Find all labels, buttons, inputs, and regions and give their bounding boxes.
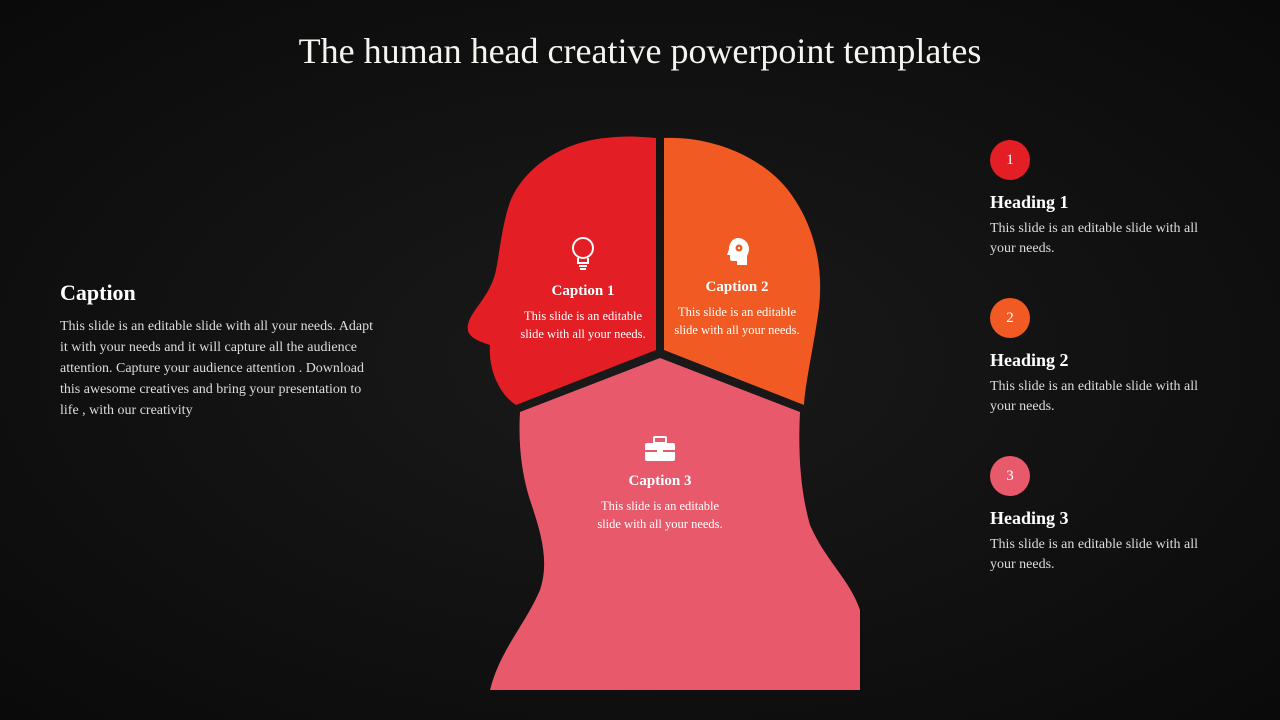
right-body-2: This slide is an editable slide with all… xyxy=(990,377,1220,416)
segment-1-title: Caption 1 xyxy=(518,283,648,300)
right-body-1: This slide is an editable slide with all… xyxy=(990,219,1220,258)
segment-1-content: Caption 1 This slide is an editable slid… xyxy=(518,235,648,343)
right-item-3: 3 Heading 3 This slide is an editable sl… xyxy=(990,456,1220,574)
segment-3-content: Caption 3 This slide is an editable slid… xyxy=(590,435,730,533)
right-list: 1 Heading 1 This slide is an editable sl… xyxy=(990,140,1220,615)
left-caption-block: Caption This slide is an editable slide … xyxy=(60,280,380,421)
right-item-2: 2 Heading 2 This slide is an editable sl… xyxy=(990,298,1220,416)
segment-2-title: Caption 2 xyxy=(672,279,802,296)
left-caption-heading: Caption xyxy=(60,280,380,306)
circle-badge-1: 1 xyxy=(990,140,1030,180)
circle-badge-2: 2 xyxy=(990,298,1030,338)
head-svg xyxy=(430,130,860,690)
right-body-3: This slide is an editable slide with all… xyxy=(990,535,1220,574)
circle-badge-3: 3 xyxy=(990,456,1030,496)
head-gears-icon xyxy=(720,235,754,269)
right-heading-3: Heading 3 xyxy=(990,508,1220,529)
briefcase-icon xyxy=(643,435,677,463)
segment-2-content: Caption 2 This slide is an editable slid… xyxy=(672,235,802,339)
right-heading-2: Heading 2 xyxy=(990,350,1220,371)
segment-3-body: This slide is an editable slide with all… xyxy=(590,498,730,533)
right-item-1: 1 Heading 1 This slide is an editable sl… xyxy=(990,140,1220,258)
segment-1-body: This slide is an editable slide with all… xyxy=(518,308,648,343)
right-heading-1: Heading 1 xyxy=(990,192,1220,213)
slide-title: The human head creative powerpoint templ… xyxy=(0,30,1280,72)
left-caption-body: This slide is an editable slide with all… xyxy=(60,316,380,421)
lightbulb-icon xyxy=(568,235,598,273)
segment-2-body: This slide is an editable slide with all… xyxy=(672,304,802,339)
segment-3-title: Caption 3 xyxy=(590,473,730,490)
head-diagram: Caption 1 This slide is an editable slid… xyxy=(430,130,860,690)
